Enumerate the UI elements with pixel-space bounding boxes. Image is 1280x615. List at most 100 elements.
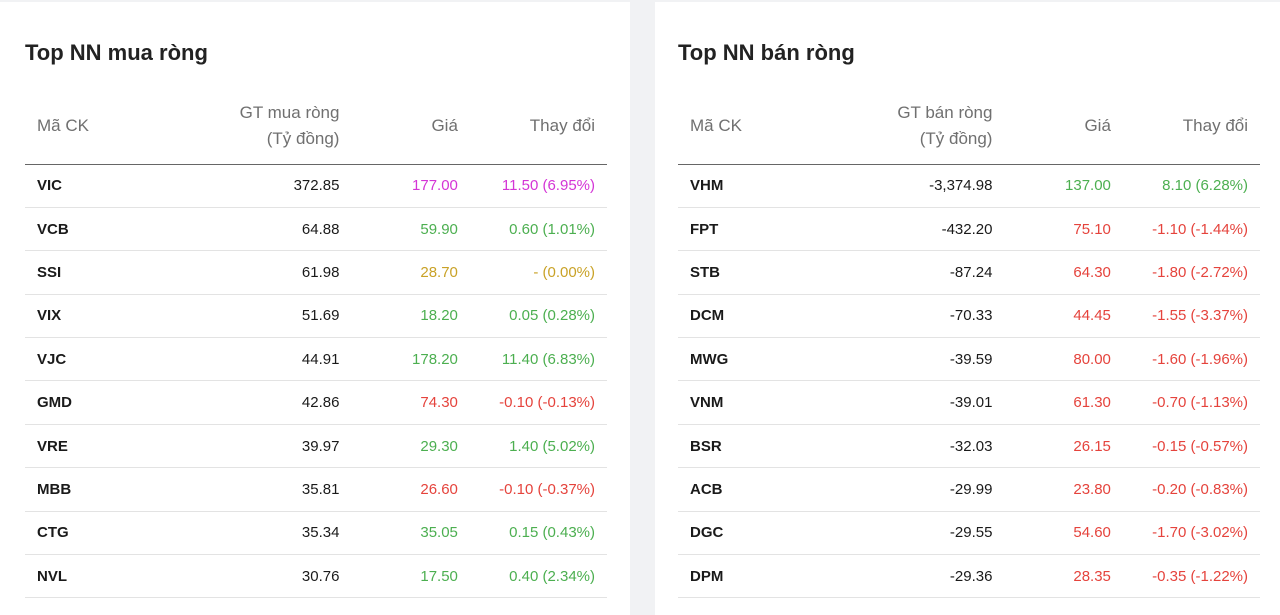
price-value: 75.10 (992, 207, 1111, 252)
column-header-line: GT mua ròng (239, 102, 340, 122)
net-value: -3,374.98 (800, 164, 993, 208)
change-value: 0.60 (1.01%) (457, 207, 607, 252)
change-value: -0.10 (-0.13%) (457, 380, 607, 425)
stock-symbol[interactable]: MWG (678, 337, 801, 382)
price-value: 44.45 (992, 294, 1111, 339)
table-row[interactable]: SSI 61.98 28.70- (0.00%) (25, 250, 607, 295)
table-row[interactable]: GMD 42.86 74.30 -0.10 (-0.13%) (25, 380, 607, 425)
stock-symbol[interactable]: DCM (678, 294, 801, 339)
change-value: -0.35 (-1.22%) (1110, 554, 1260, 599)
net-value: 51.69 (147, 294, 340, 339)
stock-symbol[interactable]: VHM (678, 164, 801, 208)
stock-symbol[interactable]: FPT (678, 207, 801, 252)
change-value: -0.10 (-0.37%) (457, 467, 607, 512)
table-row[interactable]: VIX 51.69 18.20 0.05 (0.28%) (25, 294, 607, 339)
table-row[interactable]: VCB 64.88 59.90 0.60 (1.01%) (25, 207, 607, 252)
price-value: 61.30 (992, 380, 1111, 425)
net-value: -432.20 (800, 207, 993, 252)
net-buy-table: Mã CK GT mua ròng (Tỷ đồng) Giá Thay đổi… (25, 88, 607, 599)
column-header-symbol[interactable]: Mã CK (678, 88, 801, 165)
column-header-symbol[interactable]: Mã CK (25, 88, 148, 165)
price-value: 64.30 (992, 250, 1111, 295)
table-header-row: Mã CK GT bán ròng (Tỷ đồng) Giá Thay đổi (678, 88, 1260, 165)
net-value: 44.91 (147, 337, 340, 382)
table-row[interactable]: VIC 372.85 177.00 11.50 (6.95%) (25, 164, 607, 208)
table-row[interactable]: STB -87.24 64.30 -1.80 (-2.72%) (678, 250, 1260, 295)
table-row[interactable]: CTG 35.34 35.05 0.15 (0.43%) (25, 511, 607, 556)
net-value: 64.88 (147, 207, 340, 252)
table-row[interactable]: VRE 39.97 29.30 1.40 (5.02%) (25, 424, 607, 469)
stock-symbol[interactable]: ACB (678, 467, 801, 512)
table-row[interactable]: MWG -39.59 80.00 -1.60 (-1.96%) (678, 337, 1260, 382)
stock-symbol[interactable]: BSR (678, 424, 801, 469)
table-row[interactable]: NVL 30.76 17.50 0.40 (2.34%) (25, 554, 607, 599)
column-header-change[interactable]: Thay đổi (1110, 88, 1260, 165)
table-row[interactable]: VHM -3,374.98 137.00 8.10 (6.28%) (678, 164, 1260, 208)
table-row[interactable]: FPT -432.20 75.10 -1.10 (-1.44%) (678, 207, 1260, 252)
column-header-net-sell-value[interactable]: GT bán ròng (Tỷ đồng) (800, 88, 993, 165)
stock-symbol[interactable]: CTG (25, 511, 148, 556)
change-value: 11.40 (6.83%) (457, 337, 607, 382)
column-header-line: GT bán ròng (897, 102, 993, 122)
net-value: -29.55 (800, 511, 993, 556)
price-value: 74.30 (339, 380, 458, 425)
column-header-unit: (Tỷ đồng) (919, 128, 993, 148)
column-header-price[interactable]: Giá (339, 88, 458, 165)
panel-title: Top NN bán ròng (678, 40, 855, 65)
change-value: 0.40 (2.34%) (457, 554, 607, 599)
price-value: 35.05 (339, 511, 458, 556)
stock-symbol[interactable]: VRE (25, 424, 148, 469)
stock-symbol[interactable]: VNM (678, 380, 801, 425)
change-value: 8.10 (6.28%) (1110, 164, 1260, 208)
stock-symbol[interactable]: VIX (25, 294, 148, 339)
column-header-net-buy-value[interactable]: GT mua ròng (Tỷ đồng) (147, 88, 340, 165)
change-value: -1.60 (-1.96%) (1110, 337, 1260, 382)
price-value: 28.35 (992, 554, 1111, 599)
top-net-sell-panel: Top NN bán ròng Mã CK GT bán ròng (Tỷ đồ… (655, 2, 1280, 615)
price-value: 59.90 (339, 207, 458, 252)
column-header-unit: (Tỷ đồng) (266, 128, 340, 148)
stock-symbol[interactable]: VCB (25, 207, 148, 252)
table-row[interactable]: MBB 35.81 26.60 -0.10 (-0.37%) (25, 467, 607, 512)
table-row[interactable]: DGC -29.55 54.60 -1.70 (-3.02%) (678, 511, 1260, 556)
change-value: 1.40 (5.02%) (457, 424, 607, 469)
stock-symbol[interactable]: VJC (25, 337, 148, 382)
price-value: 17.50 (339, 554, 458, 599)
price-value: 178.20 (339, 337, 458, 382)
table-row[interactable]: VNM -39.01 61.30 -0.70 (-1.13%) (678, 380, 1260, 425)
table-row[interactable]: DCM -70.33 44.45 -1.55 (-3.37%) (678, 294, 1260, 339)
net-value: -39.01 (800, 380, 993, 425)
table-row[interactable]: DPM -29.36 28.35 -0.35 (-1.22%) (678, 554, 1260, 599)
net-value: -32.03 (800, 424, 993, 469)
net-value: -70.33 (800, 294, 993, 339)
net-value: -29.36 (800, 554, 993, 599)
price-value: 23.80 (992, 467, 1111, 512)
column-header-change[interactable]: Thay đổi (457, 88, 607, 165)
price-value: 18.20 (339, 294, 458, 339)
change-value: 11.50 (6.95%) (457, 164, 607, 208)
stock-symbol[interactable]: STB (678, 250, 801, 295)
table-row[interactable]: VJC 44.91 178.20 11.40 (6.83%) (25, 337, 607, 382)
net-value: 39.97 (147, 424, 340, 469)
change-value: -0.70 (-1.13%) (1110, 380, 1260, 425)
stock-symbol[interactable]: DGC (678, 511, 801, 556)
table-header-row: Mã CK GT mua ròng (Tỷ đồng) Giá Thay đổi (25, 88, 607, 165)
column-header-price[interactable]: Giá (992, 88, 1111, 165)
stock-symbol[interactable]: VIC (25, 164, 148, 208)
panel-title: Top NN mua ròng (25, 40, 208, 65)
change-value: -1.55 (-3.37%) (1110, 294, 1260, 339)
stock-symbol[interactable]: SSI (25, 250, 148, 295)
stock-symbol[interactable]: DPM (678, 554, 801, 599)
top-net-buy-panel: Top NN mua ròng Mã CK GT mua ròng (Tỷ đồ… (0, 2, 630, 615)
price-value: 26.15 (992, 424, 1111, 469)
change-value: -1.80 (-2.72%) (1110, 250, 1260, 295)
change-value: -0.20 (-0.83%) (1110, 467, 1260, 512)
table-row[interactable]: BSR -32.03 26.15 -0.15 (-0.57%) (678, 424, 1260, 469)
stock-symbol[interactable]: MBB (25, 467, 148, 512)
net-value: 372.85 (147, 164, 340, 208)
price-value: 137.00 (992, 164, 1111, 208)
table-row[interactable]: ACB -29.99 23.80 -0.20 (-0.83%) (678, 467, 1260, 512)
net-value: 35.34 (147, 511, 340, 556)
stock-symbol[interactable]: NVL (25, 554, 148, 599)
stock-symbol[interactable]: GMD (25, 380, 148, 425)
